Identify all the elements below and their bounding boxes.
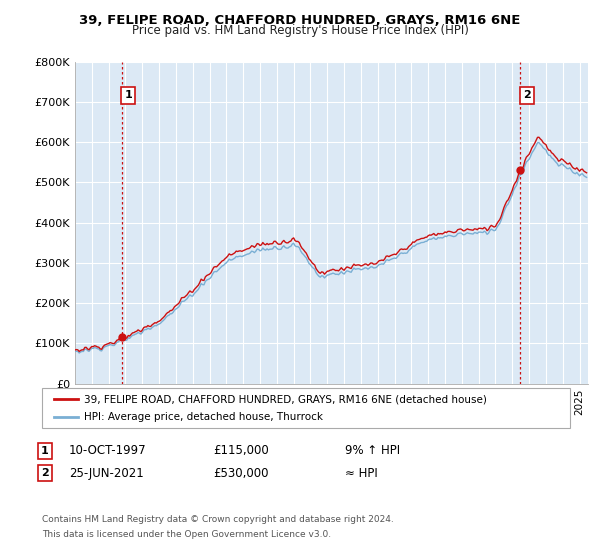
Text: 1: 1 bbox=[124, 90, 132, 100]
Text: ≈ HPI: ≈ HPI bbox=[345, 466, 378, 480]
Text: 9% ↑ HPI: 9% ↑ HPI bbox=[345, 444, 400, 458]
Text: 39, FELIPE ROAD, CHAFFORD HUNDRED, GRAYS, RM16 6NE: 39, FELIPE ROAD, CHAFFORD HUNDRED, GRAYS… bbox=[79, 14, 521, 27]
Text: 1: 1 bbox=[41, 446, 49, 456]
Text: 10-OCT-1997: 10-OCT-1997 bbox=[69, 444, 146, 458]
Text: 25-JUN-2021: 25-JUN-2021 bbox=[69, 466, 144, 480]
Text: 2: 2 bbox=[41, 468, 49, 478]
Text: Contains HM Land Registry data © Crown copyright and database right 2024.: Contains HM Land Registry data © Crown c… bbox=[42, 515, 394, 524]
Text: £530,000: £530,000 bbox=[213, 466, 269, 480]
Text: 2: 2 bbox=[523, 90, 530, 100]
Text: 39, FELIPE ROAD, CHAFFORD HUNDRED, GRAYS, RM16 6NE (detached house): 39, FELIPE ROAD, CHAFFORD HUNDRED, GRAYS… bbox=[84, 394, 487, 404]
Text: Price paid vs. HM Land Registry's House Price Index (HPI): Price paid vs. HM Land Registry's House … bbox=[131, 24, 469, 37]
Text: This data is licensed under the Open Government Licence v3.0.: This data is licensed under the Open Gov… bbox=[42, 530, 331, 539]
Text: £115,000: £115,000 bbox=[213, 444, 269, 458]
Text: HPI: Average price, detached house, Thurrock: HPI: Average price, detached house, Thur… bbox=[84, 412, 323, 422]
